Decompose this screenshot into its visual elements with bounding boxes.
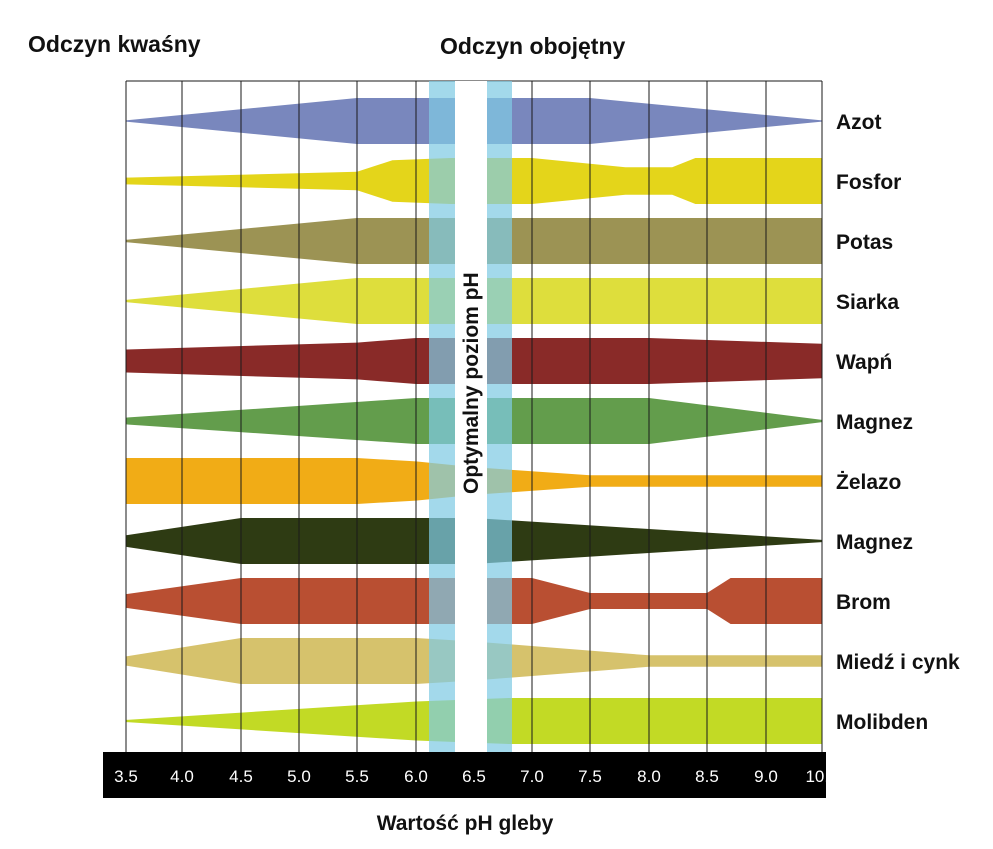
optimal-ph-zone	[429, 81, 512, 752]
nutrient-label: Siarka	[836, 291, 899, 314]
x-tick-label: 4.0	[170, 767, 194, 786]
x-tick-label: 5.0	[287, 767, 311, 786]
x-tick-label: 8.5	[695, 767, 719, 786]
acidic-reaction-heading: Odczyn kwaśny	[28, 31, 201, 57]
x-tick-label: 9.0	[754, 767, 778, 786]
nutrient-label: Żelazo	[836, 471, 901, 494]
nutrient-label: Magnez	[836, 531, 913, 554]
x-tick-label: 6.0	[404, 767, 428, 786]
x-tick-label: 6.5	[462, 767, 486, 786]
nutrient-label: Miedź i cynk	[836, 651, 960, 674]
x-tick-label: 7.0	[520, 767, 544, 786]
x-tick-label: 4.5	[229, 767, 253, 786]
nutrient-label: Azot	[836, 111, 882, 134]
grid-lines	[125, 80, 823, 752]
nutrient-label: Wapń	[836, 351, 892, 374]
x-tick-label: 8.0	[637, 767, 661, 786]
x-tick-label: 7.5	[578, 767, 602, 786]
nutrient-label: Magnez	[836, 411, 913, 434]
nutrient-label: Brom	[836, 591, 891, 614]
x-axis-title: Wartość pH gleby	[376, 812, 554, 835]
x-axis-ticks: 3.5 4.0 4.5 5.0 5.5 6.0 6.5 7.0 7.5 8.0 8.5 9.0 10.0	[114, 767, 838, 786]
nutrient-label: Fosfor	[836, 171, 901, 194]
optimal-ph-label: Optymalny poziom pH	[460, 272, 483, 494]
neutral-reaction-heading: Odczyn obojętny	[440, 33, 626, 59]
nutrient-label: Potas	[836, 231, 893, 254]
x-axis-bar	[103, 752, 826, 798]
optimal-zone-core	[455, 81, 487, 752]
nutrient-labels: Azot Fosfor Potas Siarka Wapń Magnez Żelazo Mag…	[836, 111, 960, 734]
nutrient-label: Molibden	[836, 711, 928, 734]
x-tick-label: 5.5	[345, 767, 369, 786]
x-tick-label: 3.5	[114, 767, 138, 786]
x-tick-label: 10.0	[805, 767, 838, 786]
